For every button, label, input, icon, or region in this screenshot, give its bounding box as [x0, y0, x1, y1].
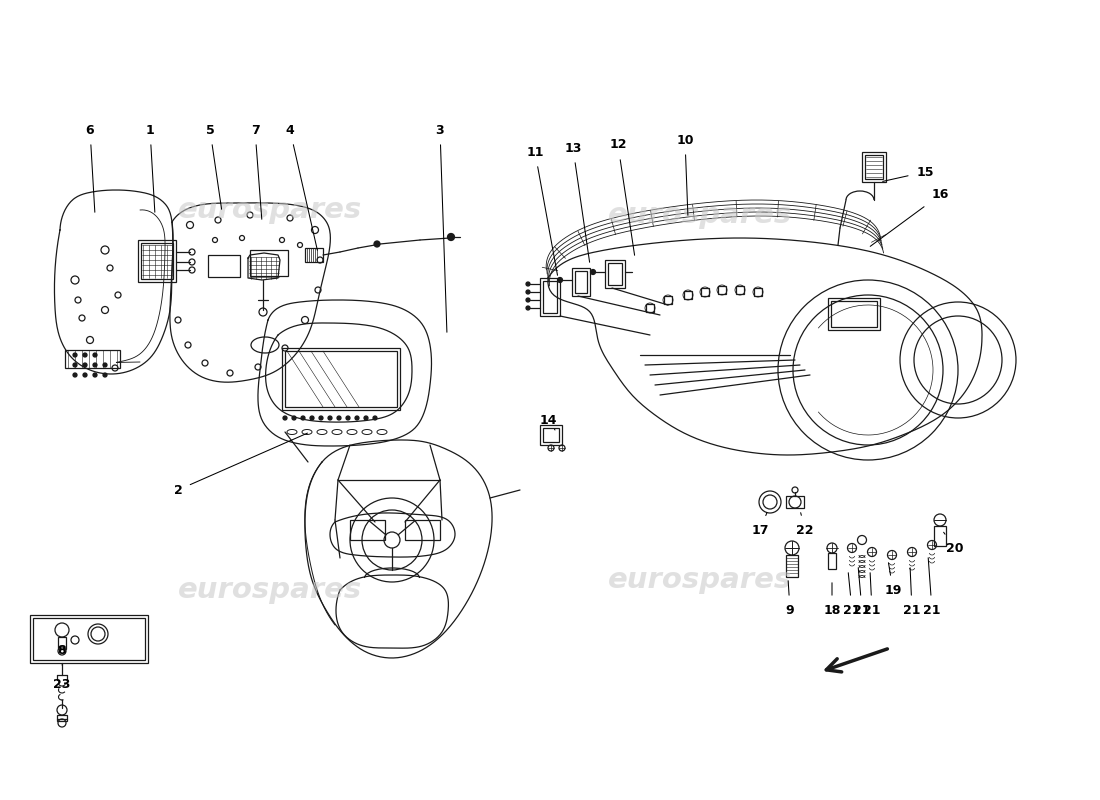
- Bar: [540, 278, 560, 316]
- Text: eurospares: eurospares: [178, 576, 362, 604]
- Bar: [543, 281, 557, 313]
- Bar: [830, 301, 877, 327]
- Circle shape: [526, 282, 530, 286]
- Text: 13: 13: [564, 142, 590, 262]
- Text: 23: 23: [53, 678, 70, 700]
- Circle shape: [591, 270, 595, 274]
- Bar: [575, 271, 587, 293]
- Text: 11: 11: [526, 146, 558, 275]
- Bar: [828, 298, 880, 330]
- Text: 12: 12: [609, 138, 635, 255]
- Bar: [540, 425, 562, 445]
- Bar: [736, 286, 744, 294]
- Circle shape: [526, 306, 530, 310]
- Bar: [718, 286, 726, 294]
- Circle shape: [82, 373, 87, 377]
- Bar: [250, 250, 288, 276]
- Bar: [572, 268, 590, 296]
- Bar: [58, 637, 66, 649]
- Bar: [934, 526, 946, 546]
- Bar: [684, 291, 692, 299]
- Circle shape: [73, 353, 77, 357]
- Text: 18: 18: [823, 582, 840, 617]
- Text: 5: 5: [206, 123, 221, 210]
- Bar: [350, 520, 385, 540]
- Circle shape: [82, 363, 87, 367]
- Bar: [141, 243, 173, 279]
- Circle shape: [319, 416, 323, 420]
- Circle shape: [448, 234, 454, 241]
- Bar: [285, 351, 397, 407]
- Text: 6: 6: [86, 123, 95, 212]
- Text: 9: 9: [785, 581, 794, 617]
- Bar: [543, 428, 559, 442]
- Text: 21: 21: [844, 573, 860, 617]
- Text: 21: 21: [923, 558, 940, 617]
- Circle shape: [283, 416, 287, 420]
- Circle shape: [103, 363, 107, 367]
- Text: 2: 2: [174, 433, 308, 497]
- Circle shape: [373, 416, 377, 420]
- Bar: [754, 288, 762, 296]
- Bar: [605, 260, 625, 288]
- Bar: [828, 553, 836, 569]
- Circle shape: [292, 416, 296, 420]
- Text: 8: 8: [57, 643, 66, 665]
- Text: 22: 22: [796, 513, 814, 537]
- Circle shape: [103, 373, 107, 377]
- Bar: [608, 263, 622, 285]
- Bar: [786, 496, 804, 508]
- Circle shape: [337, 416, 341, 420]
- Circle shape: [94, 373, 97, 377]
- Circle shape: [558, 278, 562, 282]
- Circle shape: [374, 241, 379, 247]
- Circle shape: [82, 353, 87, 357]
- Bar: [865, 155, 883, 179]
- Bar: [305, 248, 323, 262]
- Bar: [664, 296, 672, 304]
- Circle shape: [328, 416, 332, 420]
- Text: 14: 14: [539, 414, 557, 430]
- Text: 21: 21: [903, 568, 921, 617]
- Circle shape: [526, 290, 530, 294]
- Text: 7: 7: [251, 123, 262, 219]
- Bar: [405, 520, 440, 540]
- Circle shape: [301, 416, 305, 420]
- Text: 20: 20: [944, 532, 964, 554]
- Text: 21: 21: [864, 573, 881, 617]
- Bar: [138, 240, 176, 282]
- Circle shape: [346, 416, 350, 420]
- Bar: [65, 350, 120, 368]
- Text: eurospares: eurospares: [178, 196, 362, 224]
- Text: 10: 10: [676, 134, 694, 215]
- Text: 1: 1: [145, 123, 155, 212]
- Circle shape: [73, 373, 77, 377]
- Bar: [786, 555, 798, 577]
- Text: 19: 19: [884, 562, 902, 597]
- Circle shape: [355, 416, 359, 420]
- Text: 21: 21: [854, 568, 871, 617]
- Bar: [208, 255, 240, 277]
- Text: eurospares: eurospares: [608, 201, 792, 229]
- Text: 16: 16: [870, 189, 948, 246]
- Bar: [30, 615, 148, 663]
- Text: 3: 3: [436, 123, 447, 332]
- Circle shape: [73, 363, 77, 367]
- Text: 4: 4: [286, 123, 318, 250]
- Circle shape: [526, 298, 530, 302]
- Circle shape: [364, 416, 368, 420]
- Bar: [57, 715, 67, 721]
- Bar: [282, 348, 400, 410]
- Circle shape: [94, 353, 97, 357]
- Circle shape: [94, 363, 97, 367]
- Text: eurospares: eurospares: [608, 566, 792, 594]
- Bar: [862, 152, 886, 182]
- Text: 17: 17: [751, 513, 769, 537]
- Circle shape: [310, 416, 314, 420]
- Bar: [646, 304, 654, 312]
- Bar: [701, 288, 710, 296]
- Text: 15: 15: [882, 166, 934, 182]
- Bar: [33, 618, 145, 660]
